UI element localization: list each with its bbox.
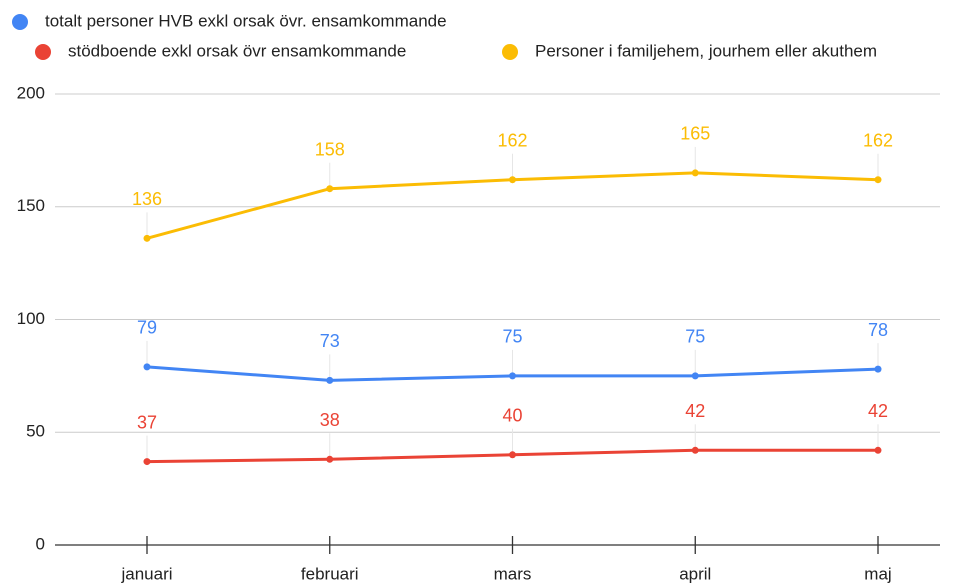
data-point (326, 185, 334, 193)
data-label: 165 (680, 124, 710, 144)
legend-swatch (502, 44, 518, 60)
x-tick-label: mars (494, 564, 532, 583)
data-point (691, 169, 699, 177)
data-point (691, 372, 699, 380)
data-point (143, 363, 151, 371)
data-label: 38 (320, 410, 340, 430)
data-point (509, 451, 516, 459)
data-label: 162 (497, 130, 527, 150)
data-label: 158 (315, 139, 345, 159)
data-label: 75 (502, 327, 522, 347)
data-point (326, 376, 334, 384)
data-point (143, 234, 151, 242)
legend-swatch (12, 14, 28, 30)
data-point (509, 176, 516, 184)
y-tick-label: 50 (26, 422, 45, 441)
legend-label: stödboende exkl orsak övr ensamkommande (68, 41, 406, 60)
x-tick-label: april (679, 564, 711, 583)
data-point (326, 455, 334, 463)
data-point (691, 446, 699, 454)
data-label: 73 (320, 331, 340, 351)
data-label: 42 (685, 401, 705, 421)
y-tick-label: 200 (17, 83, 45, 102)
legend-label: Personer i familjehem, jourhem eller aku… (535, 41, 877, 60)
data-label: 162 (863, 130, 893, 150)
data-label: 79 (137, 318, 157, 338)
y-tick-label: 150 (17, 196, 45, 215)
data-label: 136 (132, 189, 162, 209)
legend-label: totalt personer HVB exkl orsak övr. ensa… (45, 11, 447, 30)
legend-swatch (35, 44, 51, 60)
x-tick-label: maj (864, 564, 891, 583)
data-label: 40 (502, 406, 522, 426)
y-tick-label: 100 (17, 309, 45, 328)
data-label: 42 (868, 401, 888, 421)
data-point (143, 458, 151, 466)
data-point (874, 365, 882, 373)
data-point (874, 446, 882, 454)
data-point (874, 176, 882, 184)
x-tick-label: januari (120, 564, 172, 583)
data-label: 37 (137, 412, 157, 432)
x-tick-label: februari (301, 564, 359, 583)
data-point (509, 372, 516, 380)
data-label: 75 (685, 327, 705, 347)
y-tick-label: 0 (36, 534, 45, 553)
data-label: 78 (868, 320, 888, 340)
